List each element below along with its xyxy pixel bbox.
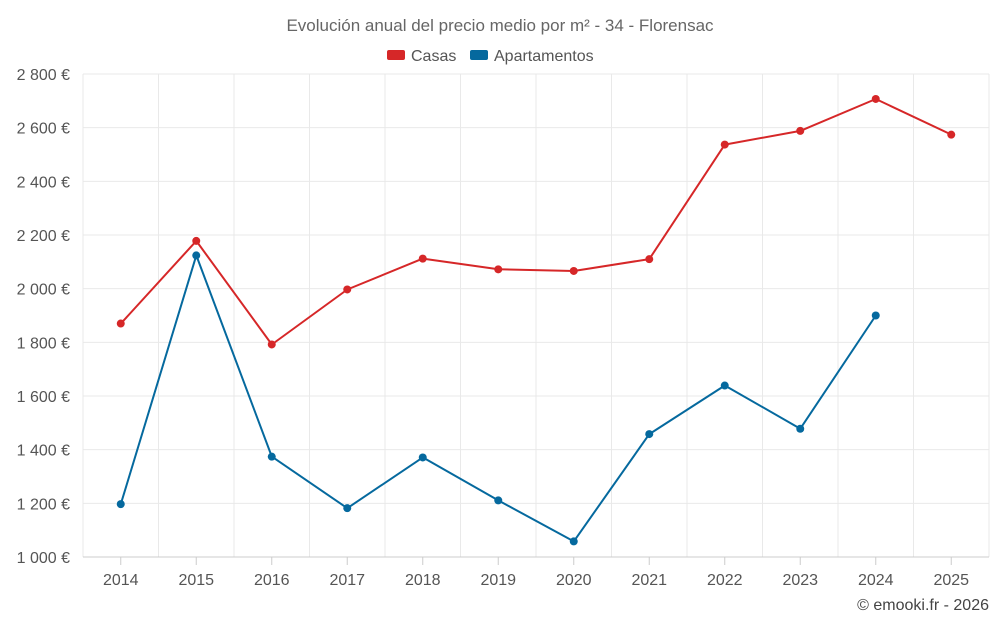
data-point-casas-2023[interactable] [796,126,805,135]
series-line-casas [120,98,952,346]
chart-title: Evolución anual del precio medio por m² … [286,16,714,35]
data-point-apartamentos-2024[interactable] [871,311,880,320]
legend-swatch-casas [387,50,405,60]
data-point-casas-2017[interactable] [343,285,352,294]
data-point-casas-2016[interactable] [267,340,276,349]
y-tick-label: 1 400 € [17,443,70,460]
y-tick-label: 1 200 € [17,496,70,513]
y-tick-label: 1 600 € [17,389,70,406]
data-point-apartamentos-2016[interactable] [267,452,276,461]
data-point-casas-2025[interactable] [947,130,956,139]
data-point-apartamentos-2019[interactable] [494,496,503,505]
legend-label-casas[interactable]: Casas [411,48,456,65]
y-tick-label: 2 800 € [17,67,70,84]
legend: Casas Apartamentos [387,48,594,65]
data-point-apartamentos-2020[interactable] [569,537,578,546]
x-tick-label: 2024 [858,572,894,589]
x-tick-label: 2022 [707,572,743,589]
x-tick-label: 2018 [405,572,441,589]
series [116,94,956,546]
axes: 1 000 € 1 200 € 1 400 € 1 600 € 1 800 € 2 000… [17,67,989,589]
x-tick-label: 2016 [254,572,290,589]
data-point-casas-2022[interactable] [720,140,729,149]
x-tick-label: 2015 [178,572,214,589]
data-point-apartamentos-2015[interactable] [192,251,201,260]
data-point-casas-2018[interactable] [418,254,427,263]
x-tick-label: 2021 [631,572,667,589]
x-tick-label: 2025 [933,572,969,589]
data-point-apartamentos-2023[interactable] [796,424,805,433]
data-point-casas-2021[interactable] [645,255,654,264]
data-point-apartamentos-2018[interactable] [418,453,427,462]
y-tick-label: 1 800 € [17,335,70,352]
data-point-casas-2019[interactable] [494,265,503,274]
y-tick-label: 2 600 € [17,121,70,138]
data-point-apartamentos-2014[interactable] [116,500,125,509]
y-tick-label: 2 200 € [17,228,70,245]
x-tick-label: 2019 [480,572,516,589]
legend-label-apartamentos[interactable]: Apartamentos [494,48,594,65]
data-point-apartamentos-2022[interactable] [720,381,729,390]
data-point-casas-2020[interactable] [569,266,578,275]
x-tick-label: 2017 [329,572,365,589]
y-tick-label: 2 000 € [17,282,70,299]
x-tick-label: 2014 [103,572,139,589]
x-tick-label: 2020 [556,572,592,589]
data-point-casas-2015[interactable] [192,236,201,245]
y-tick-label: 1 000 € [17,550,70,567]
grid [82,73,990,557]
y-tick-label: 2 400 € [17,174,70,191]
x-tick-label: 2023 [782,572,818,589]
legend-swatch-apartamentos [470,50,488,60]
data-point-casas-2014[interactable] [116,319,125,328]
credit-text: © emooki.fr - 2026 [857,597,989,614]
data-point-apartamentos-2017[interactable] [343,504,352,513]
data-point-casas-2024[interactable] [871,94,880,103]
data-point-apartamentos-2021[interactable] [645,430,654,439]
